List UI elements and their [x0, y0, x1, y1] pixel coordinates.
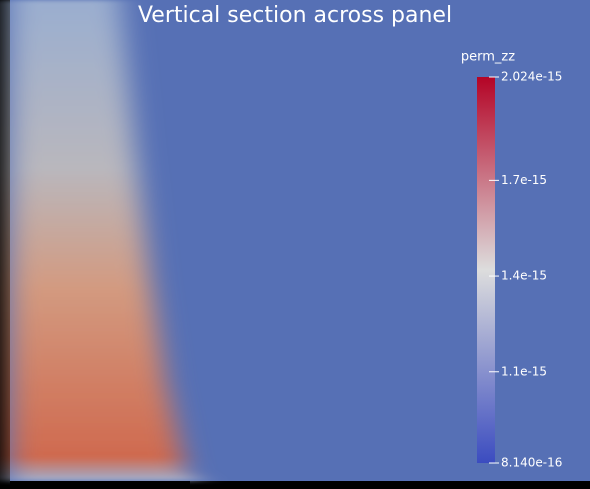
colorbar-ramp: [477, 77, 495, 463]
colorbar-label: perm_zz: [461, 50, 515, 65]
warm-region: [10, 0, 200, 481]
colorbar: 2.024e-15 1.7e-15 1.4e-15 1.1e-15 8.140e-16: [477, 70, 562, 470]
colorbar-tick-label: 2.024e-15: [501, 70, 562, 84]
colorbar-tick-label: 1.4e-15: [501, 269, 547, 283]
bottom-bar: [10, 481, 190, 489]
colorbar-tick-label: 8.140e-16: [501, 456, 562, 470]
colorbar-tick-label: 1.1e-15: [501, 364, 547, 378]
colorbar-tick-label: 1.7e-15: [501, 173, 547, 187]
title: Vertical section across panel: [138, 3, 452, 28]
